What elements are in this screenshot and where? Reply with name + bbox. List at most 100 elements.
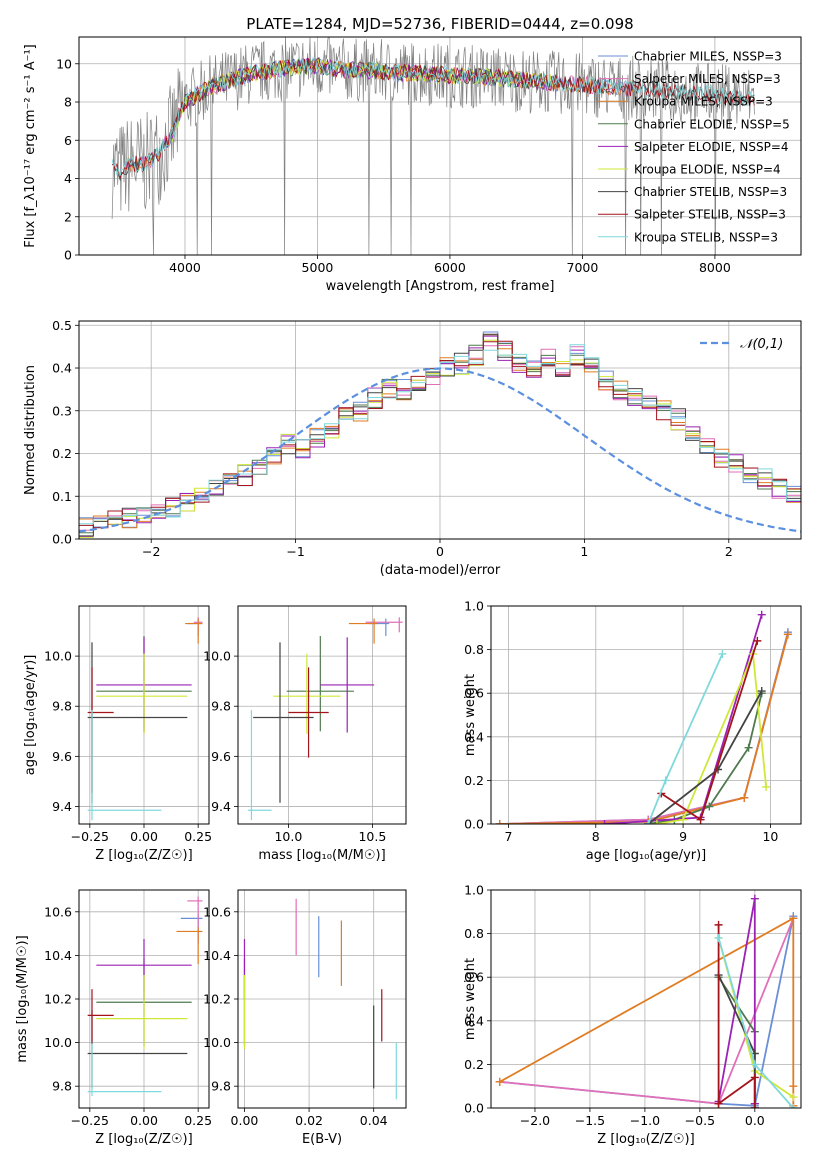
weight-marker <box>750 894 759 903</box>
axes-frame <box>78 320 802 540</box>
weight-line <box>499 634 789 824</box>
model-spectrum <box>111 57 755 176</box>
y-tick-label: 1.0 <box>464 883 484 898</box>
x-tick-label: −0.5 <box>685 1113 715 1128</box>
y-tick-label: 0.3 <box>52 403 72 418</box>
x-tick-label: 10 <box>762 829 778 844</box>
legend-label: Chabrier STELIB, NSSP=3 <box>634 185 787 199</box>
weight-marker <box>679 815 688 824</box>
x-tick-label: 7 <box>504 829 512 844</box>
y-tick-label: 9.6 <box>52 749 72 764</box>
x-tick-label: −1.0 <box>630 1113 660 1128</box>
legend-label: Kroupa MILES, NSSP=3 <box>634 95 773 109</box>
x-axis-label: Z [log₁₀(Z/Z☉)] <box>597 1132 694 1147</box>
y-axis-label: age [log₁₀(age/yr)] <box>23 655 38 776</box>
weight-marker <box>783 630 792 639</box>
y-axis-label: mass weight <box>463 674 478 756</box>
x-tick-label: 0.0 <box>745 1113 765 1128</box>
axes-frame <box>490 889 802 1109</box>
axes-frame <box>490 605 802 825</box>
weight-marker <box>600 820 609 824</box>
y-tick-label: 9.8 <box>211 699 231 714</box>
y-axis-label: mass [log₁₀(M/M☉)] <box>15 935 30 1062</box>
weight-marker <box>495 1077 504 1086</box>
x-tick-label: 0.04 <box>360 1113 388 1128</box>
x-tick-label: 10.0 <box>274 829 302 844</box>
weight-line <box>660 640 759 822</box>
weight-marker <box>753 636 762 645</box>
x-axis-label: Z [log₁₀(Z/Z☉)] <box>95 848 192 863</box>
spectrum-panel: 4000 5000 6000 7000 8000 0 2 4 6 8 10 wavelength [A… <box>23 36 802 294</box>
axes-frame <box>237 889 407 1109</box>
histograms <box>79 331 801 538</box>
x-tick-label: 10.5 <box>358 829 386 844</box>
x-tick-label: 7000 <box>567 260 599 275</box>
spectrum-curves <box>111 37 755 255</box>
y-tick-label: 0.8 <box>464 926 484 941</box>
weight-marker <box>744 743 753 752</box>
weight-line <box>717 937 794 1098</box>
weight-marker <box>644 820 653 824</box>
x-tick-label: −1 <box>286 544 304 559</box>
x-tick-label: 1 <box>580 544 588 559</box>
y-tick-label: 10.0 <box>44 1035 72 1050</box>
y-tick-label: 0.2 <box>464 773 484 788</box>
y-tick-label: 0.4 <box>464 1013 484 1028</box>
y-tick-label: 0 <box>64 248 72 263</box>
x-axis-label: (data-model)/error <box>380 563 501 578</box>
x-tick-label: 4000 <box>169 260 201 275</box>
ebv-mass-panel: 0.00 0.02 0.04 9.8 10.0 10.2 10.4 10.6 E(B-V) <box>203 889 407 1147</box>
y-tick-label: 0.0 <box>464 1101 484 1116</box>
x-tick-label: 0.02 <box>295 1113 323 1128</box>
y-axis-label: Flux [f_λ10⁻¹⁷ erg cm⁻² s⁻¹ A⁻¹] <box>23 44 38 248</box>
x-tick-label: −2.0 <box>520 1113 550 1128</box>
error-bars <box>248 617 403 821</box>
legend-label: Kroupa STELIB, NSSP=3 <box>634 230 778 244</box>
weight-marker <box>757 610 766 619</box>
normal-curve <box>79 367 801 533</box>
x-tick-label: 0.25 <box>184 829 212 844</box>
y-axis-label: Normed distribution <box>23 365 38 495</box>
weight-lines <box>495 894 798 1108</box>
y-tick-label: 9.4 <box>52 799 72 814</box>
y-tick-label: 0.5 <box>52 318 72 333</box>
weight-line <box>499 916 795 1106</box>
x-axis-label: Z [log₁₀(Z/Z☉)] <box>95 1132 192 1147</box>
figure-title: PLATE=1284, MJD=52736, FIBERID=0444, z=0… <box>246 15 633 33</box>
weight-marker <box>757 687 766 696</box>
z-mass-panel: −0.25 0.00 0.25 9.8 10.0 10.2 10.4 10.6 Z [log₁₀… <box>15 889 212 1147</box>
y-tick-label: 0.2 <box>52 446 72 461</box>
y-tick-label: 4 <box>64 171 72 186</box>
error-bars <box>87 617 203 821</box>
legend-label: Salpeter STELIB, NSSP=3 <box>634 208 786 222</box>
residual-histogram <box>79 334 801 529</box>
weight-marker <box>762 782 771 791</box>
legend-label: Chabrier MILES, NSSP=3 <box>634 50 782 64</box>
residual-histogram <box>79 344 801 525</box>
age-massweight-panel: 7 8 9 10 0.0 0.2 0.4 0.6 0.8 1.0 age [log₁₀(age/yr… <box>463 599 802 863</box>
y-tick-label: 10.6 <box>44 904 72 919</box>
y-tick-label: 2 <box>64 209 72 224</box>
y-tick-label: 0.4 <box>464 729 484 744</box>
y-tick-label: 10.0 <box>44 649 72 664</box>
weight-marker <box>789 1104 798 1108</box>
x-tick-label: 0 <box>436 544 444 559</box>
x-tick-label: 0.00 <box>231 1113 259 1128</box>
legend-label: Chabrier ELODIE, NSSP=5 <box>634 117 790 131</box>
x-tick-label: 0.25 <box>184 1113 212 1128</box>
weight-marker <box>495 820 504 824</box>
weight-marker <box>714 933 723 942</box>
residual-histogram <box>79 335 801 538</box>
weight-line <box>717 924 756 1108</box>
y-tick-label: 10 <box>56 56 72 71</box>
residual-histogram-panel: −2 −1 0 1 2 0.0 0.1 0.2 0.3 0.4 0.5 (data-model)/er… <box>23 318 802 578</box>
legend-label: Salpeter MILES, NSSP=3 <box>634 72 781 86</box>
x-tick-label: 8000 <box>699 260 731 275</box>
observed-spectrum <box>111 37 755 255</box>
y-tick-label: 10.2 <box>44 992 72 1007</box>
legend-label: Salpeter ELODIE, NSSP=4 <box>634 140 789 154</box>
residual-histogram <box>79 340 801 529</box>
y-tick-label: 1.0 <box>464 599 484 614</box>
weight-marker <box>789 914 798 923</box>
y-tick-label: 10.4 <box>44 948 72 963</box>
